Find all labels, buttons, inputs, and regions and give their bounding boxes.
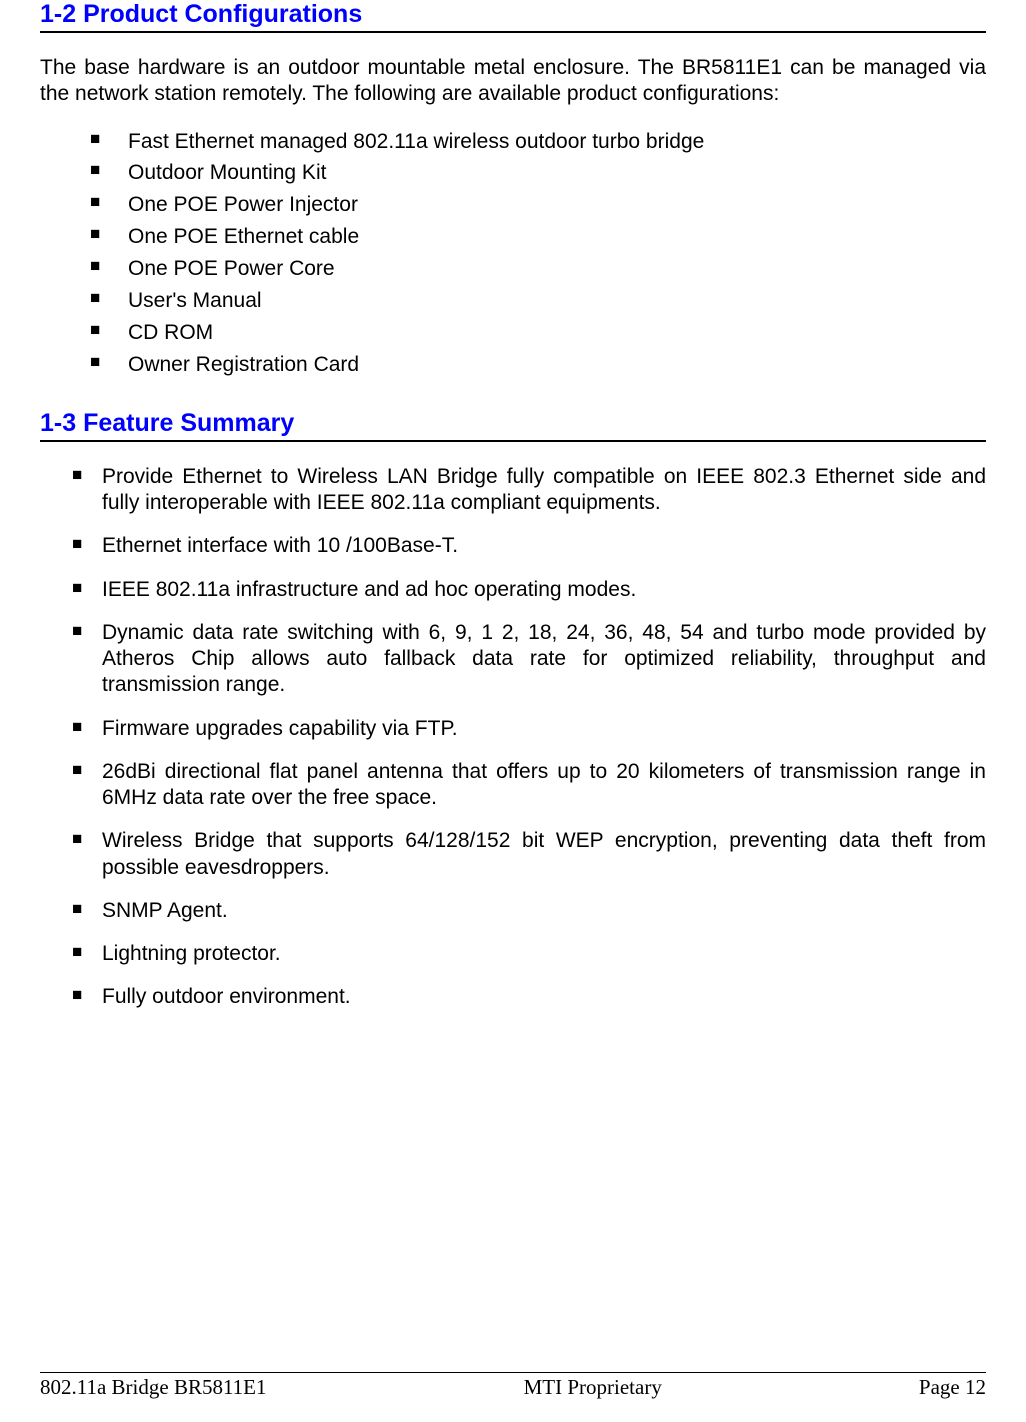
section-heading-1-3: 1-3 Feature Summary: [40, 409, 986, 442]
list-item: Owner Registration Card: [90, 349, 986, 381]
config-list: Fast Ethernet managed 802.11a wireless o…: [40, 126, 986, 381]
page-footer: 802.11a Bridge BR5811E1 MTI Proprietary …: [40, 1372, 986, 1400]
list-item: One POE Power Core: [90, 253, 986, 285]
section-heading-1-2: 1-2 Product Configurations: [40, 0, 986, 33]
list-item: Outdoor Mounting Kit: [90, 157, 986, 189]
list-item: IEEE 802.11a infrastructure and ad hoc o…: [72, 577, 986, 603]
list-item: One POE Ethernet cable: [90, 221, 986, 253]
list-item: Wireless Bridge that supports 64/128/152…: [72, 828, 986, 881]
list-item: One POE Power Injector: [90, 189, 986, 221]
list-item: Firmware upgrades capability via FTP.: [72, 716, 986, 742]
list-item: Lightning protector.: [72, 941, 986, 967]
intro-paragraph: The base hardware is an outdoor mountabl…: [40, 55, 986, 108]
list-item: User's Manual: [90, 285, 986, 317]
footer-right: Page 12: [919, 1375, 986, 1400]
list-item: CD ROM: [90, 317, 986, 349]
footer-left: 802.11a Bridge BR5811E1: [40, 1375, 267, 1400]
list-item: SNMP Agent.: [72, 898, 986, 924]
list-item: Dynamic data rate switching with 6, 9, 1…: [72, 620, 986, 699]
list-item: Provide Ethernet to Wireless LAN Bridge …: [72, 464, 986, 517]
list-item: 26dBi directional flat panel antenna tha…: [72, 759, 986, 812]
feature-list: Provide Ethernet to Wireless LAN Bridge …: [40, 464, 986, 1011]
list-item: Fast Ethernet managed 802.11a wireless o…: [90, 126, 986, 158]
list-item: Ethernet interface with 10 /100Base-T.: [72, 533, 986, 559]
footer-center: MTI Proprietary: [267, 1375, 919, 1400]
list-item: Fully outdoor environment.: [72, 984, 986, 1010]
